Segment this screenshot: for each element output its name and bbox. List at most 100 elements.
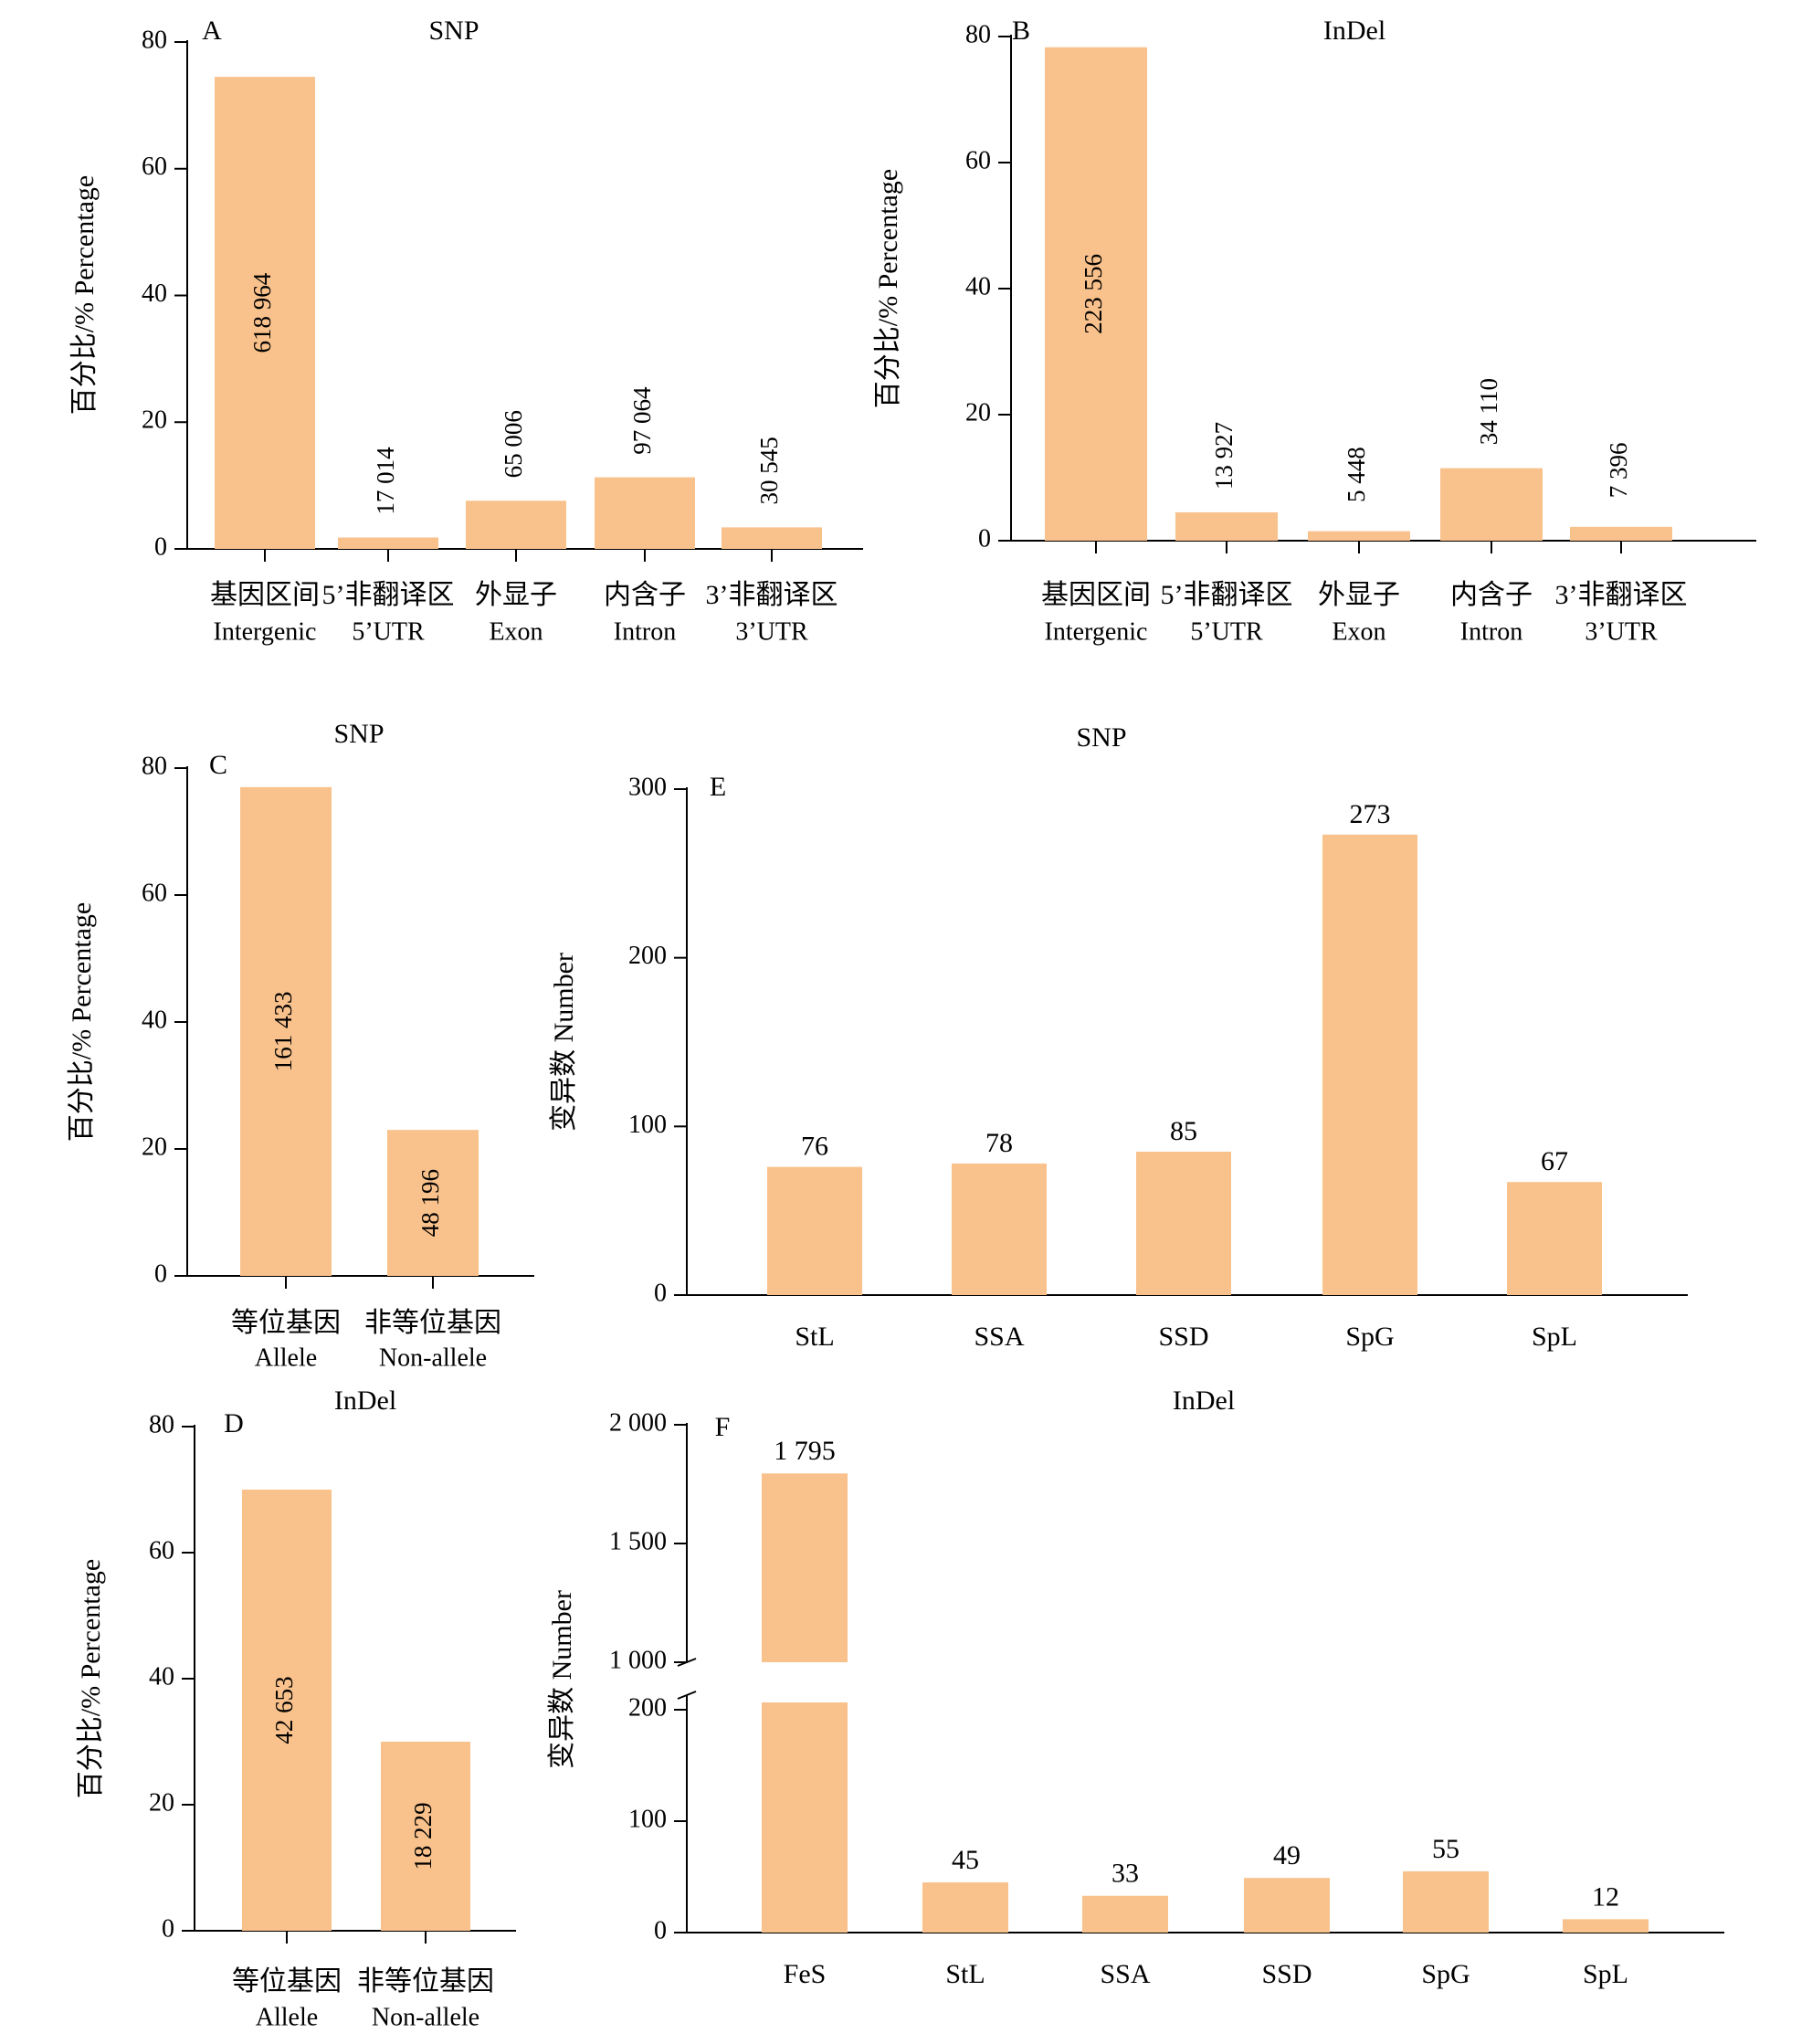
x-category-label: StL bbox=[795, 1322, 834, 1352]
panel-e: E SNP 变异数 Number 0 100 200 300 76 StL 78 SSA 85 SSD 2… bbox=[549, 722, 1688, 1352]
x-category-label-en: Intron bbox=[614, 617, 676, 646]
bar bbox=[1440, 468, 1543, 541]
bar-value-label: 618 964 bbox=[248, 272, 276, 353]
x-category-label: SSA bbox=[974, 1322, 1024, 1352]
panel-letter: E bbox=[710, 772, 726, 802]
y-tick-label: 0 bbox=[654, 1916, 667, 1944]
x-category-label: SSD bbox=[1158, 1322, 1208, 1352]
bar-value-label: 42 653 bbox=[270, 1676, 298, 1744]
x-category-label: FeS bbox=[784, 1959, 827, 1989]
bar-value-label: 7 396 bbox=[1605, 442, 1632, 498]
y-tick-label: 0 bbox=[978, 524, 991, 553]
bar-value-label: 85 bbox=[1170, 1116, 1197, 1146]
y-tick-label: 1 500 bbox=[609, 1527, 667, 1555]
x-category-label-zh: 非等位基因 bbox=[357, 1966, 494, 1997]
x-category-label-zh: 5’非翻译区 bbox=[322, 580, 455, 610]
panel-title: InDel bbox=[334, 1385, 396, 1416]
panel-d: D InDel 百分比/% Percentage 0 20 40 60 80 42 653 等位基… bbox=[76, 1385, 516, 2031]
bar-value-label: 1 795 bbox=[774, 1436, 836, 1466]
bar-value-label: 97 064 bbox=[628, 386, 656, 455]
y-tick-label: 100 bbox=[628, 1111, 667, 1139]
panel-letter: F bbox=[715, 1412, 731, 1442]
bar bbox=[215, 77, 315, 549]
panel-title: InDel bbox=[1173, 1385, 1235, 1416]
bar-value-label: 273 bbox=[1350, 799, 1391, 829]
bar bbox=[1403, 1870, 1489, 1933]
panel-f: F InDel 变异数 Number 0 100 200 1 000 1 500 2 000 1 … bbox=[547, 1385, 1724, 1989]
y-tick-label: 20 bbox=[149, 1788, 174, 1817]
bar-value-label: 18 229 bbox=[409, 1802, 437, 1870]
x-category-label-zh: 基因区间 bbox=[210, 580, 320, 610]
bar bbox=[387, 1130, 479, 1276]
y-axis-label: 变异数 Number bbox=[549, 953, 579, 1132]
bar bbox=[922, 1882, 1008, 1933]
x-category-label: SpG bbox=[1421, 1959, 1470, 1989]
y-tick-label: 200 bbox=[628, 1693, 667, 1722]
y-tick-label: 80 bbox=[149, 1410, 174, 1438]
y-tick-label: 20 bbox=[142, 1133, 167, 1161]
bar-value-label: 45 bbox=[952, 1845, 979, 1875]
y-tick-label: 0 bbox=[654, 1279, 667, 1307]
panel-title: SNP bbox=[1076, 722, 1126, 753]
bar bbox=[1082, 1895, 1168, 1933]
x-category-label-en: 3’UTR bbox=[1585, 617, 1658, 646]
panel-title: InDel bbox=[1323, 16, 1385, 46]
bar-value-label: 34 110 bbox=[1475, 378, 1502, 445]
bar bbox=[466, 500, 566, 549]
bar-value-label: 48 196 bbox=[416, 1169, 444, 1237]
x-category-label-zh: 3’非翻译区 bbox=[706, 580, 838, 610]
y-tick-label: 60 bbox=[142, 153, 167, 181]
bar bbox=[1175, 511, 1278, 541]
bar-value-label: 5 448 bbox=[1343, 447, 1370, 502]
bar-value-label: 49 bbox=[1273, 1840, 1301, 1870]
panel-letter: A bbox=[202, 16, 222, 46]
bar-value-label: 12 bbox=[1592, 1881, 1619, 1912]
bar bbox=[1507, 1182, 1602, 1295]
x-category-label: SpL bbox=[1583, 1959, 1628, 1989]
bar bbox=[1308, 531, 1410, 541]
x-category-label-zh: 内含子 bbox=[604, 580, 686, 610]
x-category-label-en: Non-allele bbox=[379, 1343, 487, 1372]
panel-letter: C bbox=[209, 750, 227, 780]
bar-value-label: 30 545 bbox=[755, 437, 783, 504]
x-category-label-en: Intergenic bbox=[1045, 617, 1148, 646]
x-category-label-zh: 基因区间 bbox=[1041, 580, 1151, 610]
y-tick-label: 40 bbox=[142, 279, 167, 308]
y-tick-label: 20 bbox=[965, 398, 991, 427]
x-category-label: SpL bbox=[1532, 1322, 1577, 1352]
x-category-label-en: 5’UTR bbox=[1190, 617, 1263, 646]
bar bbox=[240, 786, 332, 1276]
x-category-label-en: Allele bbox=[255, 1343, 317, 1372]
x-category-label-zh: 5’非翻译区 bbox=[1161, 580, 1293, 610]
panel-c: C SNP 百分比/% Percentage 0 20 40 60 80 161 433 等位基因… bbox=[67, 719, 534, 1372]
bar-value-label: 161 433 bbox=[269, 992, 297, 1072]
bar-value-label: 78 bbox=[985, 1128, 1013, 1158]
bar-lower-segment bbox=[762, 1702, 848, 1933]
y-tick-label: 0 bbox=[154, 1259, 167, 1288]
y-tick-label: 1 000 bbox=[609, 1646, 667, 1674]
y-tick-label: 80 bbox=[965, 20, 991, 48]
bar bbox=[338, 537, 438, 549]
bar bbox=[1322, 834, 1417, 1295]
y-tick-label: 20 bbox=[142, 406, 167, 435]
bar-value-label: 67 bbox=[1541, 1146, 1568, 1176]
x-category-label: SSD bbox=[1261, 1959, 1312, 1989]
panel-a: A SNP 百分比/% Percentage 0 20 40 60 80 618 964 基因区间… bbox=[69, 16, 863, 646]
x-category-label: StL bbox=[945, 1959, 985, 1989]
x-category-label-zh: 内含子 bbox=[1450, 580, 1533, 610]
y-tick-label: 300 bbox=[628, 773, 667, 801]
bar bbox=[767, 1166, 862, 1295]
bar bbox=[1136, 1152, 1231, 1295]
bar-upper-segment bbox=[762, 1473, 848, 1662]
x-category-label-zh: 等位基因 bbox=[232, 1966, 342, 1997]
y-axis-label: 百分比/% Percentage bbox=[69, 175, 100, 415]
bar-value-label: 55 bbox=[1432, 1834, 1459, 1864]
bar-value-label: 17 014 bbox=[372, 447, 399, 515]
bar bbox=[381, 1742, 470, 1931]
bar-value-label: 223 556 bbox=[1080, 254, 1107, 334]
x-category-label-en: Non-allele bbox=[372, 2003, 479, 2031]
y-tick-label: 2 000 bbox=[609, 1408, 667, 1437]
bar bbox=[242, 1490, 332, 1931]
panel-letter: B bbox=[1012, 16, 1030, 46]
panel-title: SNP bbox=[333, 719, 384, 749]
